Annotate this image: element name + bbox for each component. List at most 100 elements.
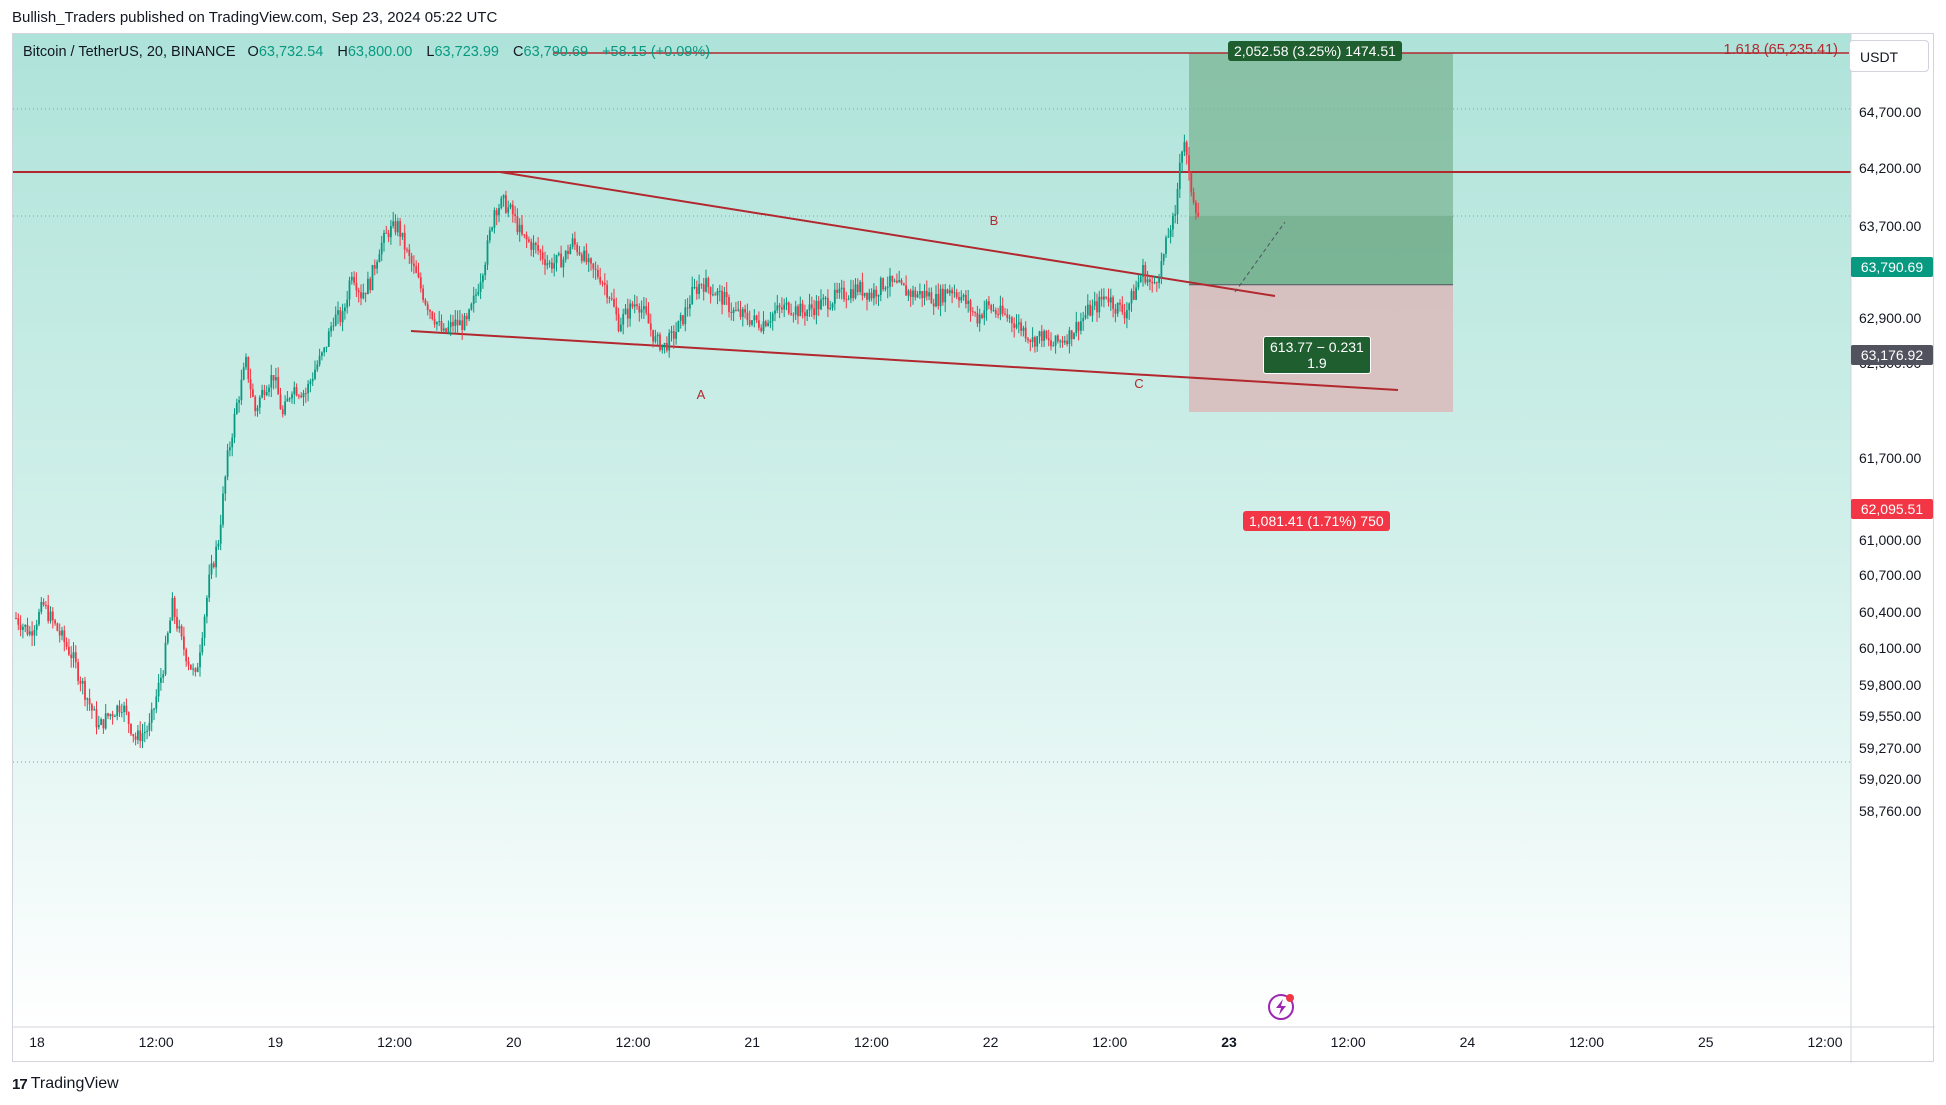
candle — [486, 234, 489, 270]
candle — [771, 311, 774, 331]
candle — [459, 309, 461, 326]
candle-body — [914, 290, 917, 298]
currency-unit-button[interactable]: USDT — [1849, 40, 1929, 72]
candle — [426, 301, 429, 316]
candle — [173, 595, 176, 624]
candle-body — [1017, 322, 1020, 325]
candle-body — [31, 631, 33, 636]
candle — [51, 607, 54, 629]
chart-canvas[interactable]: ABC 64,700.0064,200.0063,700.0063,300.00… — [13, 34, 1935, 1063]
candle-body — [459, 320, 461, 326]
candle-body — [229, 447, 231, 451]
time-tick-label: 23 — [1221, 1034, 1237, 1050]
position-info-badge[interactable]: 613.77 − 0.231 1.9 — [1263, 336, 1371, 374]
candle — [143, 721, 146, 743]
stop-badge[interactable]: 1,081.41 (1.71%) 750 — [1243, 511, 1390, 531]
candle-body — [40, 601, 43, 612]
candle-body — [160, 677, 162, 683]
symbol-name[interactable]: Bitcoin / TetherUS, 20, BINANCE — [23, 44, 236, 60]
chart-frame[interactable]: ABC 64,700.0064,200.0063,700.0063,300.00… — [12, 33, 1935, 1063]
candle — [261, 384, 263, 399]
candle-body — [921, 291, 924, 298]
candle-body — [654, 336, 657, 342]
candle — [102, 719, 105, 734]
candle — [939, 284, 942, 317]
target-badge[interactable]: 2,052.58 (3.25%) 1474.51 — [1228, 41, 1402, 61]
candle-body — [610, 298, 613, 300]
candle-body — [265, 392, 268, 396]
candle — [1022, 325, 1025, 337]
candle-body — [258, 397, 261, 408]
lightning-icon[interactable] — [1268, 994, 1294, 1020]
candle — [866, 292, 868, 311]
candle-body — [1165, 237, 1167, 254]
candle — [424, 298, 427, 306]
candle-body — [304, 393, 307, 395]
candle — [870, 288, 873, 302]
candle-body — [493, 210, 496, 228]
price-tick-label: 60,700.00 — [1859, 567, 1921, 583]
candle-body — [541, 252, 544, 260]
candle — [413, 255, 415, 274]
candle — [822, 294, 825, 307]
candle — [898, 270, 901, 283]
candle-body — [314, 369, 316, 379]
price-axis[interactable]: 64,700.0064,200.0063,700.0063,300.0062,9… — [1859, 104, 1921, 819]
candle-body — [937, 293, 940, 307]
candle — [992, 303, 995, 312]
entry-price-tag: 63,176.92 — [1851, 345, 1933, 365]
tradingview-logo[interactable]: 17 TradingView — [12, 1075, 119, 1093]
candle-body — [1001, 305, 1004, 314]
candle-body — [410, 255, 413, 264]
candle-body — [1114, 308, 1117, 314]
candle-body — [755, 315, 758, 321]
candle-body — [109, 714, 112, 717]
candle — [146, 725, 148, 740]
candle — [1130, 288, 1133, 312]
candle — [544, 251, 546, 275]
candle-body — [810, 304, 813, 309]
last-price-tag: 63,790.69 — [1851, 257, 1933, 277]
candle-body — [1167, 236, 1170, 238]
candle-body — [208, 574, 211, 598]
candle — [295, 383, 298, 397]
time-tick-label: 20 — [506, 1034, 522, 1050]
candle-body — [861, 282, 864, 296]
candle-body — [620, 324, 622, 332]
candle-body — [445, 328, 447, 333]
candle — [603, 273, 606, 296]
candle — [629, 299, 631, 327]
candle-body — [449, 321, 452, 328]
candle-body — [233, 413, 236, 438]
candle — [942, 284, 944, 306]
candle-body — [944, 289, 947, 303]
candle — [1080, 312, 1082, 335]
candle — [178, 619, 181, 633]
candle — [689, 295, 691, 317]
candle — [652, 329, 654, 348]
time-axis[interactable]: 18 12:00 19 12:00 20 12:00 21 12:00 22 12:00 23 12:… — [29, 1034, 1843, 1050]
candle-body — [820, 299, 822, 310]
candle-body — [790, 313, 792, 315]
candle-body — [1155, 282, 1158, 284]
candle-body — [81, 680, 84, 684]
candle — [229, 441, 231, 457]
candle — [709, 286, 712, 304]
candle — [850, 279, 852, 304]
candle-body — [893, 280, 896, 282]
candle — [160, 667, 162, 691]
candle-body — [919, 291, 921, 295]
candle-body — [746, 312, 749, 321]
candle — [728, 294, 730, 318]
time-tick-label: 12:00 — [615, 1034, 650, 1050]
candle — [511, 200, 514, 223]
candle-body — [247, 356, 250, 380]
candle-body — [72, 652, 75, 659]
candle-body — [551, 262, 553, 269]
candle-body — [392, 221, 395, 227]
time-tick-label: 12:00 — [854, 1034, 889, 1050]
candle-body — [606, 284, 608, 298]
candle-body — [321, 352, 323, 356]
candle — [613, 288, 615, 308]
candle-body — [270, 375, 273, 388]
